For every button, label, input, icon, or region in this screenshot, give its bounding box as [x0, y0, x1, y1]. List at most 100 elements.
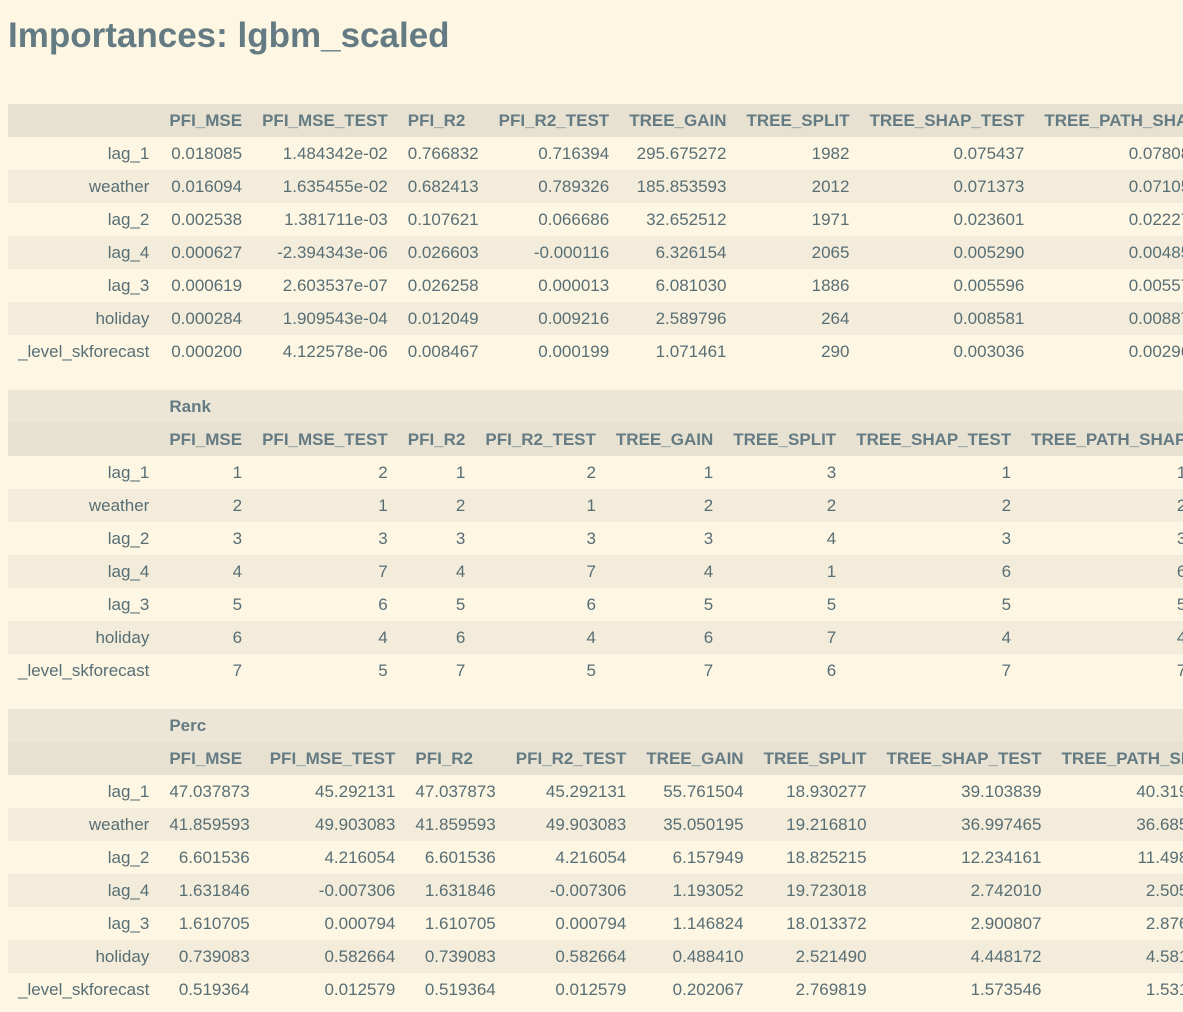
table-cell: 4.216054 — [324, 847, 396, 867]
table-cell: 41.859593 — [415, 814, 496, 834]
table-cell: 2 — [455, 495, 466, 515]
table-cell: -0.007306 — [549, 880, 627, 900]
table-cell: 0.582664 — [555, 946, 627, 966]
table-cell: 35.050195 — [663, 814, 744, 834]
table-cell: 0.000794 — [324, 913, 396, 933]
table-cell: 6 — [455, 627, 466, 647]
column-header: PFI_R2 — [405, 742, 506, 775]
index-header-cell — [8, 104, 160, 137]
table-cell: 0.002538 — [171, 209, 243, 229]
table-cell: 2.521490 — [795, 946, 867, 966]
table-cell: 1971 — [811, 209, 850, 229]
table-cell: 0.009216 — [538, 308, 610, 328]
group-header-perc: Perc — [159, 709, 1183, 742]
table-row: lag_1 47.037873 45.292131 47.037873 45.29213… — [8, 775, 1183, 808]
table-cell: 7 — [455, 660, 466, 680]
table-cell: 0.066686 — [538, 209, 610, 229]
index-header-cell — [8, 742, 160, 775]
table-cell: 1.071461 — [655, 341, 727, 361]
table-cell: 0.000199 — [538, 341, 610, 361]
table-cell: 0.000284 — [171, 308, 243, 328]
column-header: TREE_PATH_SHAP — [1034, 104, 1183, 137]
table-cell: 41.859593 — [169, 814, 250, 834]
row-label: _level_skforecast — [18, 341, 150, 361]
table-cell: 0.000794 — [555, 913, 627, 933]
table-cell: 1 — [1001, 462, 1012, 482]
column-header: PFI_R2_TEST — [505, 742, 637, 775]
table-cell: 0.716394 — [538, 143, 610, 163]
table-cell: 1.631846 — [178, 880, 250, 900]
table-cell: 4.122578e-06 — [282, 341, 388, 361]
table-cell: 1.531454 — [1145, 979, 1183, 999]
table-row: _level_skforecast 7 5 7 5 7 6 7 7 — [8, 654, 1183, 687]
table-cell: 1 — [232, 462, 243, 482]
column-header: PFI_R2 — [397, 423, 476, 456]
table-cell: 4.448172 — [970, 946, 1042, 966]
table-cell: 1.193052 — [672, 880, 744, 900]
table-cell: 1.631846 — [424, 880, 496, 900]
table-cell: 0.000200 — [171, 341, 243, 361]
table-cell: 1 — [1176, 462, 1183, 482]
table-cell: 0.739083 — [178, 946, 250, 966]
table-row: lag_2 0.002538 1.381711e-03 0.107621 0.06668… — [8, 203, 1183, 236]
table-row: lag_3 0.000619 2.603537e-07 0.026258 0.00001… — [8, 269, 1183, 302]
column-header: PFI_R2 — [397, 104, 489, 137]
table-cell: 0.000627 — [171, 242, 243, 262]
column-header-row: PFI_MSE PFI_MSE_TEST PFI_R2 PFI_R2_TEST TREE… — [8, 104, 1183, 137]
table-cell: 3 — [826, 462, 837, 482]
table-cell: 295.675272 — [636, 143, 727, 163]
table-body: lag_1 1 2 1 2 1 3 1 1 weather 2 1 2 1 2 2 2 2 lag_2 3 3 3 3 3 4 3… — [8, 456, 1183, 687]
column-header: PFI_MSE_TEST — [259, 742, 406, 775]
table-cell: 6 — [1001, 561, 1012, 581]
table-row: lag_2 3 3 3 3 3 4 3 3 — [8, 522, 1183, 555]
table-row: weather 2 1 2 1 2 2 2 2 — [8, 489, 1183, 522]
table-cell: 0.202067 — [672, 979, 744, 999]
table-cell: 6 — [586, 594, 596, 614]
column-header: TREE_SHAP_TEST — [876, 742, 1052, 775]
table-cell: 1 — [378, 495, 388, 515]
table-cell: 2.589796 — [655, 308, 727, 328]
table-row: weather 41.859593 49.903083 41.859593 49.903… — [8, 808, 1183, 841]
table-cell: 1.610705 — [424, 913, 496, 933]
table-cell: 4 — [586, 627, 596, 647]
table-row: holiday 0.000284 1.909543e-04 0.012049 0.009… — [8, 302, 1183, 335]
table-cell: 5 — [826, 594, 837, 614]
table-cell: 5 — [703, 594, 714, 614]
row-label: weather — [88, 814, 150, 834]
table-cell: 0.016094 — [171, 176, 243, 196]
table-cell: 1982 — [811, 143, 850, 163]
table-cell: 0.012579 — [324, 979, 396, 999]
table-cell: 7 — [826, 627, 837, 647]
table-cell: 0.682413 — [407, 176, 479, 196]
table-cell: 7 — [703, 660, 714, 680]
table-cell: 2 — [232, 495, 243, 515]
table-cell: 3 — [1001, 528, 1012, 548]
table-cell: 0.519364 — [178, 979, 250, 999]
table-cell: 45.292131 — [314, 781, 396, 801]
table-cell: 7 — [232, 660, 243, 680]
row-label: weather — [88, 495, 150, 515]
table-cell: 0.012579 — [555, 979, 627, 999]
table-cell: 47.037873 — [169, 781, 250, 801]
table-cell: 7 — [586, 561, 596, 581]
table-cell: 5 — [586, 660, 596, 680]
table-cell: 6 — [378, 594, 388, 614]
row-label: lag_4 — [107, 880, 150, 900]
table-cell: 5 — [232, 594, 243, 614]
table-cell: 0.107621 — [407, 209, 479, 229]
table-cell: 2.603537e-07 — [282, 275, 388, 295]
table-row: _level_skforecast 0.000200 4.122578e-06 0.0… — [8, 335, 1183, 368]
table-cell: 1.146824 — [672, 913, 744, 933]
column-header: PFI_MSE — [159, 742, 260, 775]
table-cell: 2065 — [811, 242, 850, 262]
group-header-row: Perc — [8, 709, 1183, 742]
table-row: lag_4 1.631846 -0.007306 1.631846 -0.007306 1… — [8, 874, 1183, 907]
table-cell: 0.022270 — [1128, 209, 1183, 229]
table-cell: 5 — [1001, 594, 1012, 614]
table-cell: 0.023601 — [953, 209, 1025, 229]
table-cell: -0.007306 — [318, 880, 396, 900]
index-header-cell — [8, 709, 160, 742]
table-cell: 2.900807 — [970, 913, 1042, 933]
table-cell: 0.026258 — [407, 275, 479, 295]
index-header-cell — [8, 423, 160, 456]
